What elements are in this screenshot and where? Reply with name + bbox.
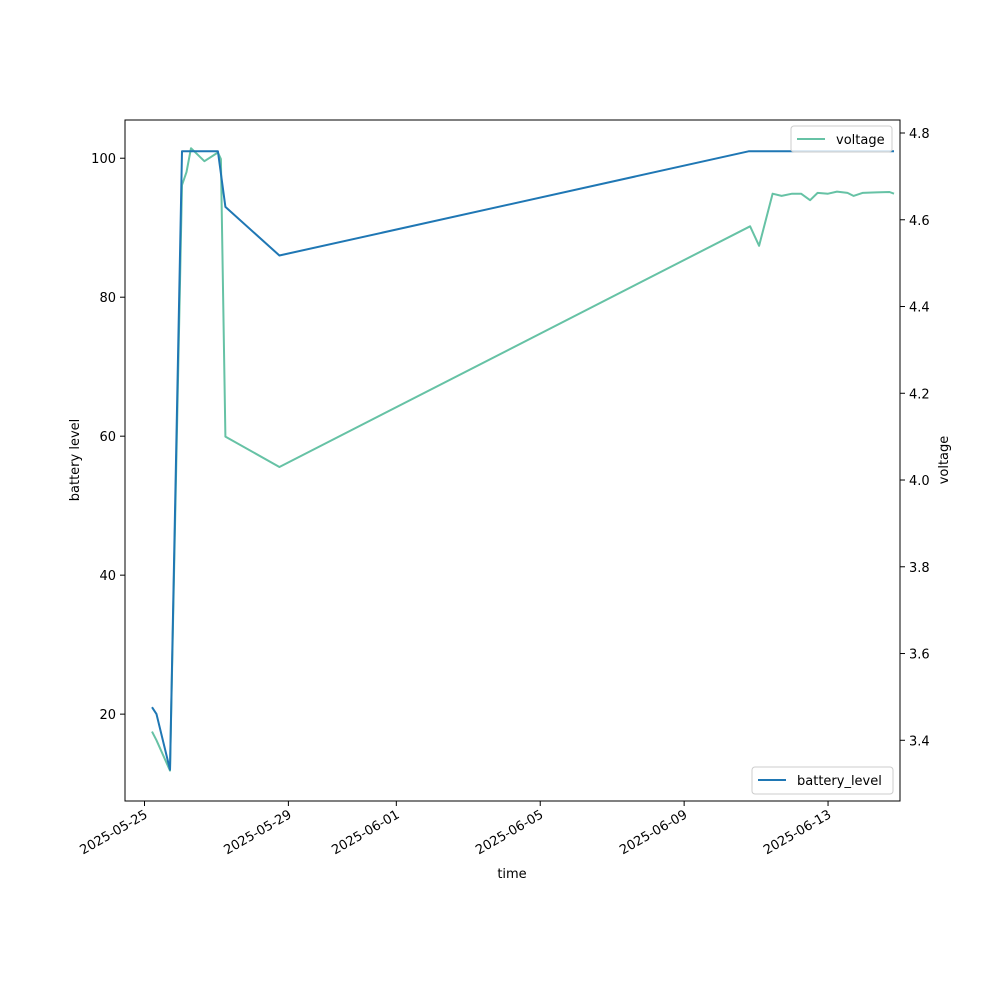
legend-label-voltage: voltage xyxy=(836,133,885,148)
x-tick-label: 2025-05-29 xyxy=(221,807,294,858)
right-tick-label: 3.4 xyxy=(909,734,930,749)
legend-label-battery-level: battery_level xyxy=(797,774,882,789)
right-tick-label: 4.8 xyxy=(909,127,930,142)
right-axis-label: voltage xyxy=(937,436,952,485)
legend-box-voltage xyxy=(790,125,893,153)
series-line-battery-level xyxy=(151,150,894,771)
right-tick-label: 4.2 xyxy=(909,387,930,402)
right-tick-label: 4.4 xyxy=(909,301,930,316)
x-tick-label: 2025-06-05 xyxy=(473,807,546,858)
left-tick-label: 40 xyxy=(99,569,116,584)
right-tick-label: 3.6 xyxy=(909,648,930,663)
left-tick-label: 60 xyxy=(99,430,116,445)
x-axis: 2025-05-25 2025-05-29 2025-06-01 2025-06-05… xyxy=(78,801,834,858)
x-tick-label: 2025-06-13 xyxy=(761,807,834,858)
left-tick-label: 80 xyxy=(99,291,116,306)
right-tick-label: 4.6 xyxy=(909,214,930,229)
series-line-voltage xyxy=(151,147,895,772)
legend-battery-level: battery_level xyxy=(751,766,894,795)
series-lines xyxy=(151,147,895,772)
right-y-axis: 3.4 3.6 3.8 4.0 4.2 4.4 4.6 4.8 xyxy=(900,127,930,749)
left-axis-label: battery level xyxy=(68,419,83,502)
legend-voltage: voltage xyxy=(790,125,893,153)
x-axis-label: time xyxy=(497,867,526,882)
left-y-axis: 20 40 60 80 100 xyxy=(91,152,125,723)
plot-frame xyxy=(124,119,901,802)
x-tick-label: 2025-06-09 xyxy=(617,807,690,858)
right-tick-label: 4.0 xyxy=(909,474,930,489)
left-tick-label: 100 xyxy=(91,152,116,167)
x-tick-label: 2025-05-25 xyxy=(78,807,151,858)
right-tick-label: 3.8 xyxy=(909,561,930,576)
legend-box-battery-level xyxy=(751,766,894,795)
x-tick-label: 2025-06-01 xyxy=(329,807,402,858)
left-tick-label: 20 xyxy=(99,708,116,723)
